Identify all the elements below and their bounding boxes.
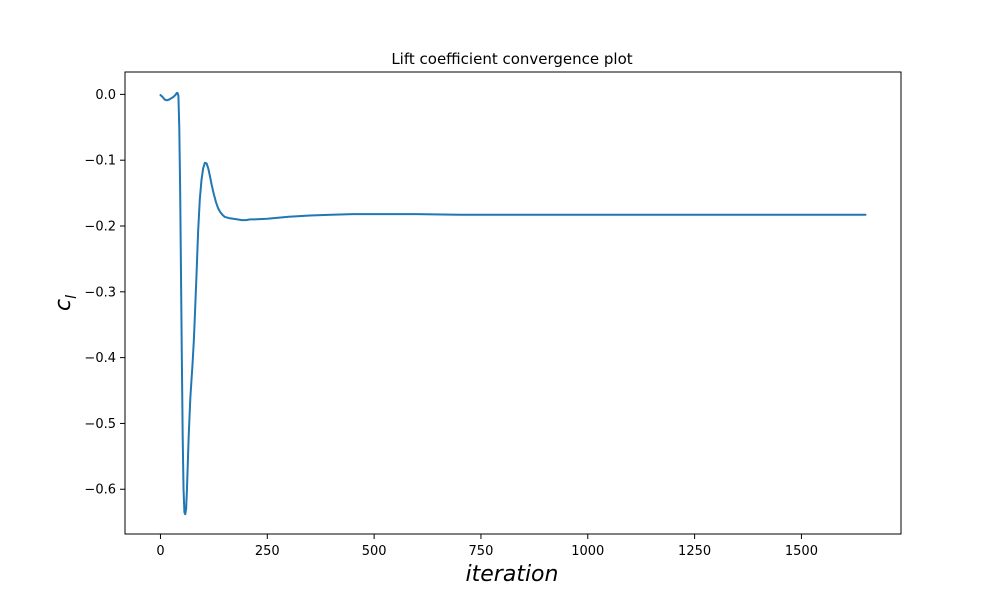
x-tick-label: 500 (362, 544, 387, 559)
y-tick-label: −0.6 (84, 483, 116, 498)
y-axis-label-main: c (51, 299, 76, 311)
x-tick-label: 750 (469, 544, 494, 559)
chart-title: Lift coefficient convergence plot (391, 50, 632, 68)
y-tick-label: −0.1 (84, 154, 116, 169)
y-axis-label: cl (51, 295, 80, 311)
x-axis-ticks: 0 250 500 750 1000 1250 1500 (156, 534, 818, 559)
y-tick-label: −0.2 (84, 220, 116, 235)
x-tick-label: 1250 (678, 544, 711, 559)
y-tick-label: 0.0 (95, 88, 116, 103)
y-axis-ticks: 0.0 −0.1 −0.2 −0.3 −0.4 −0.5 −0.6 (84, 88, 125, 498)
x-tick-label: 0 (156, 544, 164, 559)
x-tick-label: 250 (255, 544, 280, 559)
x-axis-label: iteration (466, 562, 559, 587)
x-tick-label: 1500 (785, 544, 818, 559)
series-line (159, 92, 867, 516)
x-tick-label: 1000 (571, 544, 604, 559)
y-tick-label: −0.3 (84, 285, 116, 300)
y-axis-label-subscript: l (64, 295, 80, 299)
y-tick-label: −0.5 (84, 417, 116, 432)
y-tick-label: −0.4 (84, 351, 116, 366)
plot-area-frame (124, 71, 902, 535)
